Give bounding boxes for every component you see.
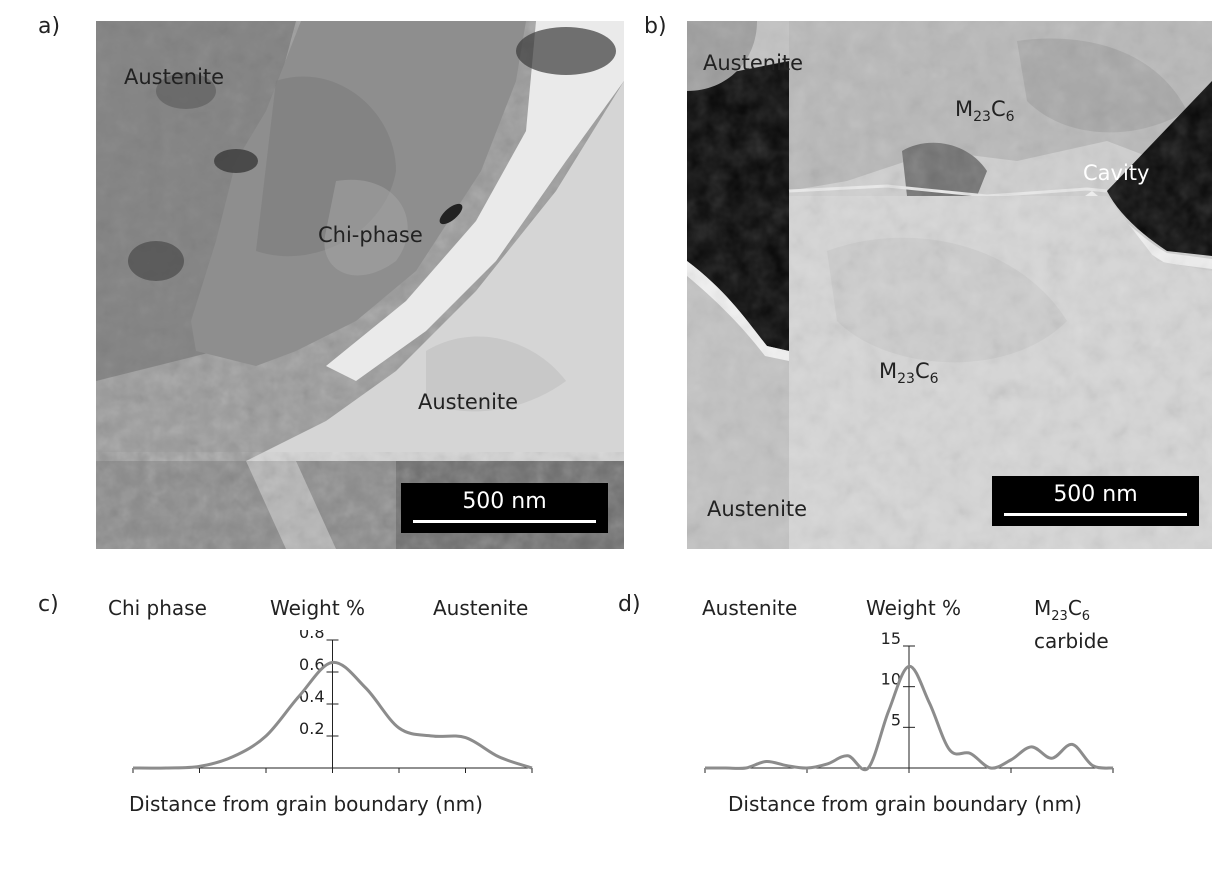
scale-bar-b-line [1004, 513, 1187, 516]
scale-bar-a: 500 nm [401, 483, 608, 533]
chart-d-x-tick-label: -5 [799, 779, 815, 780]
chart-d-y-tick-label: 5 [891, 710, 901, 729]
label-austenite-a-bottom: Austenite [418, 390, 519, 414]
label-m23c6-b-mid: M23C6 [879, 359, 939, 388]
chart-d-left-label: Austenite [702, 596, 798, 620]
micrograph-a: Austenite Chi-phase Austenite 500 nm [96, 21, 624, 549]
chart-d-y-tick-label: 10 [881, 670, 901, 689]
chart-c-x-tick-label: 2 [460, 779, 470, 780]
chart-c-x-tick-label: -2 [192, 779, 208, 780]
chart-d-x-tick-label: 5 [1006, 779, 1016, 780]
chart-d-right-label: M23C6 carbide [1034, 596, 1109, 653]
panel-b-letter: b) [644, 14, 667, 39]
micrograph-a-image [96, 21, 624, 549]
scale-bar-a-text: 500 nm [462, 489, 547, 514]
chart-c-x-tick-label: 0 [327, 779, 337, 780]
scale-bar-b: 500 nm [992, 476, 1199, 526]
chart-c-series-line [132, 660, 533, 770]
chart-c-xlabel: Distance from grain boundary (nm) [129, 792, 483, 816]
chart-c-y-tick-label: 0.6 [299, 655, 324, 674]
chart-c-x-tick-label: -3 [125, 779, 141, 780]
chart-c: -3 -2 -1 0 1 2 3 0.2 0.4 0.6 0.8 [125, 630, 537, 780]
chart-d-x-tick-label: 0 [904, 779, 914, 780]
chart-d-x-tick-label: -10 [692, 779, 718, 780]
label-cavity: Cavity [1083, 161, 1150, 185]
scale-bar-b-text: 500 nm [1053, 482, 1138, 507]
chart-c-x-tick-label: -1 [258, 779, 274, 780]
chart-c-x-tick-label: 1 [394, 779, 404, 780]
panel-c-letter: c) [38, 592, 59, 617]
chart-d-xlabel: Distance from grain boundary (nm) [728, 792, 1082, 816]
chart-d-x-tick-label: 10 [1103, 779, 1123, 780]
chart-c-y-tick-label: 0.8 [299, 630, 324, 642]
chart-d-y-tick-label: 15 [881, 630, 901, 648]
chart-c-y-tick-label: 0.2 [299, 719, 324, 738]
micrograph-b: Austenite M23C6 Cavity M23C6 Austenite 5… [687, 21, 1212, 549]
label-austenite-a-top: Austenite [124, 65, 225, 89]
label-austenite-b-top: Austenite [703, 51, 804, 75]
chart-c-right-label: Austenite [433, 596, 529, 620]
micrograph-b-image [687, 21, 1212, 549]
chart-c-center-label: Weight % [270, 596, 366, 620]
chart-c-y-tick-label: 0.4 [299, 687, 324, 706]
chart-c-x-tick-label: 3 [527, 779, 537, 780]
panel-d-letter: d) [618, 592, 641, 617]
chart-d-center-label: Weight % [866, 596, 962, 620]
scale-bar-a-line [413, 520, 596, 523]
chart-d-series-line [705, 664, 1114, 772]
label-m23c6-b-top: M23C6 [955, 97, 1015, 126]
panel-a-letter: a) [38, 14, 61, 39]
label-chi-phase: Chi-phase [318, 223, 423, 247]
chart-c-left-label: Chi phase [108, 596, 207, 620]
chart-d: -10 -5 0 5 10 5 10 15 [692, 630, 1123, 780]
label-austenite-b-bottom: Austenite [707, 497, 808, 521]
